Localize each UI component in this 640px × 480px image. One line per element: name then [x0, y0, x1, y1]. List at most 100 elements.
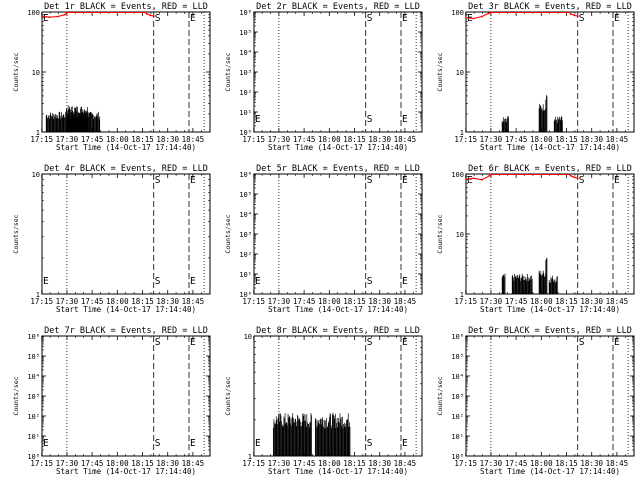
x-tick-label: 18:00 [106, 459, 129, 468]
panel-title: Det 7r BLACK = Events, RED = LLD [44, 326, 208, 336]
x-tick-label: 17:15 [454, 459, 477, 468]
y-tick-label: 10 [456, 69, 464, 77]
marker-label-e: E [190, 337, 196, 348]
y-tick-label: 10 [244, 333, 252, 341]
start-marker-e: E [43, 13, 49, 24]
panel-title: Det 6r BLACK = Events, RED = LLD [468, 164, 632, 174]
x-tick-label: 18:15 [555, 135, 578, 144]
x-tick-label: 18:45 [606, 297, 629, 306]
marker-label-s: S [367, 175, 373, 186]
y-tick-label: 10⁰ [27, 453, 40, 461]
marker-label-low-s: S [367, 114, 373, 125]
x-tick-label: 18:30 [156, 297, 179, 306]
x-tick-label: 17:30 [480, 297, 503, 306]
x-tick-label: 17:45 [293, 135, 316, 144]
x-axis-label: Start Time (14-Oct-17 17:14:40) [56, 305, 196, 314]
x-tick-label: 17:15 [30, 459, 53, 468]
marker-label-e: E [402, 337, 408, 348]
y-tick-label: 10⁵ [27, 353, 40, 361]
marker-label-e: E [614, 337, 620, 348]
lld-point [65, 11, 68, 14]
y-tick-label: 10⁵ [239, 29, 252, 37]
y-axis-label: Counts/sec [224, 214, 232, 253]
x-tick-label: 17:30 [268, 135, 291, 144]
x-tick-label: 18:15 [343, 459, 366, 468]
x-tick-label: 17:45 [81, 135, 104, 144]
x-tick-label: 17:30 [480, 135, 503, 144]
lld-point [573, 14, 576, 17]
marker-label-s: S [367, 337, 373, 348]
y-tick-label: 10³ [27, 393, 40, 401]
lld-point [152, 15, 155, 18]
x-tick-label: 18:00 [106, 135, 129, 144]
marker-label-e: E [614, 175, 620, 186]
x-tick-label: 18:45 [182, 297, 205, 306]
x-tick-label: 17:45 [293, 297, 316, 306]
detector-panel-6: Det 6r BLACK = Events, RED = LLD 1 10 100 Co… [436, 164, 635, 314]
x-tick-label: 18:15 [131, 135, 154, 144]
marker-label-low-s: S [367, 438, 373, 449]
x-tick-label: 18:45 [394, 135, 417, 144]
x-tick-label: 17:15 [242, 297, 265, 306]
x-tick-label: 18:15 [131, 459, 154, 468]
y-tick-label: 10⁶ [239, 9, 252, 17]
y-axis-label: Counts/sec [436, 214, 444, 253]
marker-label-s: S [367, 13, 373, 24]
lld-point [481, 15, 483, 18]
y-tick-label: 1 [36, 129, 40, 137]
y-tick-label: 10⁰ [239, 129, 252, 137]
marker-label-e: E [402, 13, 408, 24]
y-tick-label: 10² [27, 413, 40, 421]
x-tick-label: 17:15 [454, 297, 477, 306]
lld-point [573, 176, 576, 179]
panel-title: Det 5r BLACK = Events, RED = LLD [256, 164, 420, 174]
y-axis-label: Counts/sec [224, 52, 232, 91]
x-tick-label: 18:00 [318, 135, 341, 144]
x-tick-label: 18:00 [106, 297, 129, 306]
x-tick-label: 18:00 [318, 297, 341, 306]
y-tick-label: 10² [239, 89, 252, 97]
x-tick-label: 18:45 [606, 459, 629, 468]
y-tick-label: 10 [456, 231, 464, 239]
x-tick-label: 18:30 [156, 135, 179, 144]
lld-point [568, 173, 571, 176]
y-tick-label: 1 [460, 291, 464, 299]
x-axis-label: Start Time (14-Oct-17 17:14:40) [268, 143, 408, 152]
lld-point [576, 15, 579, 18]
y-tick-label: 10³ [239, 69, 252, 77]
y-tick-label: 10⁴ [27, 373, 40, 381]
marker-label-low-e: E [402, 438, 408, 449]
y-tick-label: 10¹ [27, 433, 40, 441]
lld-point [568, 11, 571, 14]
y-tick-label: 10⁴ [239, 49, 252, 57]
lld-point [472, 17, 475, 20]
marker-label-s: S [579, 13, 585, 24]
x-tick-label: 18:00 [530, 459, 553, 468]
detector-panel-4: Det 4r BLACK = Events, RED = LLD 1 10 Count… [12, 164, 211, 314]
panel-title: Det 8r BLACK = Events, RED = LLD [256, 326, 420, 336]
y-tick-label: 10⁰ [239, 291, 252, 299]
x-tick-label: 17:30 [56, 135, 79, 144]
marker-label-s: S [579, 175, 585, 186]
y-tick-label: 10⁴ [239, 211, 252, 219]
y-axis-label: Counts/sec [12, 214, 20, 253]
y-axis-label: Counts/sec [12, 52, 20, 91]
x-tick-label: 18:00 [530, 135, 553, 144]
x-tick-label: 17:15 [242, 459, 265, 468]
y-tick-label: 10⁵ [239, 191, 252, 199]
x-tick-label: 18:15 [343, 297, 366, 306]
y-tick-label: 100 [451, 9, 464, 17]
panel-title: Det 3r BLACK = Events, RED = LLD [468, 2, 632, 12]
y-tick-label: 10⁶ [27, 333, 40, 341]
start-marker-e: E [43, 276, 49, 287]
x-tick-label: 17:30 [268, 297, 291, 306]
x-tick-label: 17:45 [505, 135, 528, 144]
x-tick-label: 18:45 [394, 459, 417, 468]
start-marker-e: E [43, 438, 49, 449]
detector-panel-3: Det 3r BLACK = Events, RED = LLD 1 10 100 Co… [436, 2, 635, 152]
y-tick-label: 100 [27, 9, 40, 17]
x-tick-label: 17:45 [505, 459, 528, 468]
y-tick-label: 10² [451, 413, 464, 421]
marker-label-e: E [190, 175, 196, 186]
x-tick-label: 17:45 [293, 459, 316, 468]
